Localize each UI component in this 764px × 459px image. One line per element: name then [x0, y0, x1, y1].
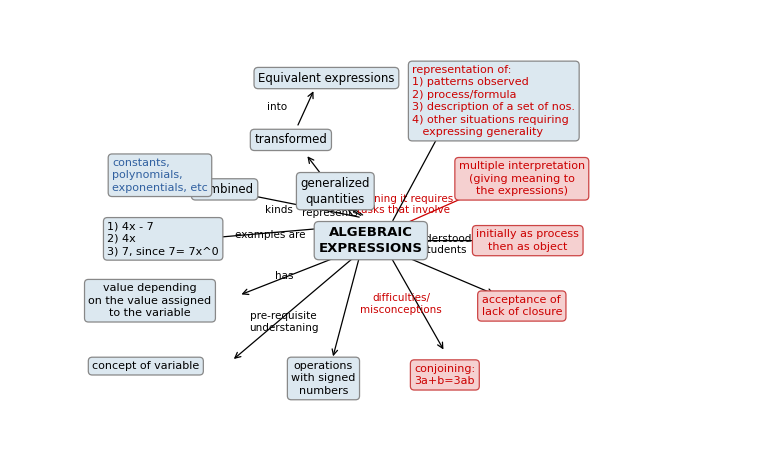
Text: pre-requisite
understaning: pre-requisite understaning: [249, 311, 319, 333]
Text: Equivalent expressions: Equivalent expressions: [258, 72, 395, 84]
Text: constants,
polynomials,
exponentials, etc: constants, polynomials, exponentials, et…: [112, 158, 208, 193]
Text: acceptance of
lack of closure: acceptance of lack of closure: [481, 295, 562, 317]
Text: is understood
by students: is understood by students: [400, 234, 471, 255]
Text: generalized
quantities: generalized quantities: [300, 177, 370, 206]
Text: examples are: examples are: [235, 230, 306, 240]
Text: 1) 4x - 7
2) 4x
3) 7, since 7= 7x^0: 1) 4x - 7 2) 4x 3) 7, since 7= 7x^0: [107, 221, 219, 256]
Text: concept of variable: concept of variable: [92, 361, 199, 371]
Text: learning it requires
tasks that involve: learning it requires tasks that involve: [354, 194, 453, 215]
Text: operations
with signed
numbers: operations with signed numbers: [291, 361, 356, 396]
Text: can be: can be: [309, 202, 344, 212]
Text: initially as process
then as object: initially as process then as object: [476, 230, 579, 252]
Text: value depending
on the value assigned
to the variable: value depending on the value assigned to…: [89, 283, 212, 318]
Text: has: has: [274, 271, 293, 281]
Text: conjoining:
3a+b=3ab: conjoining: 3a+b=3ab: [414, 364, 475, 386]
Text: into: into: [267, 102, 287, 112]
Text: represents: represents: [302, 208, 358, 218]
Text: ALGEBRAIC
EXPRESSIONS: ALGEBRAIC EXPRESSIONS: [319, 226, 422, 255]
Text: kinds: kinds: [265, 205, 293, 215]
Text: multiple interpretation
(giving meaning to
the expressions): multiple interpretation (giving meaning …: [458, 162, 585, 196]
Text: transformed: transformed: [254, 134, 327, 146]
Text: combined: combined: [196, 183, 254, 196]
Text: representation of:
1) patterns observed
2) process/formula
3) description of a s: representation of: 1) patterns observed …: [413, 65, 575, 137]
Text: difficulties/
misconceptions: difficulties/ misconceptions: [360, 293, 442, 315]
